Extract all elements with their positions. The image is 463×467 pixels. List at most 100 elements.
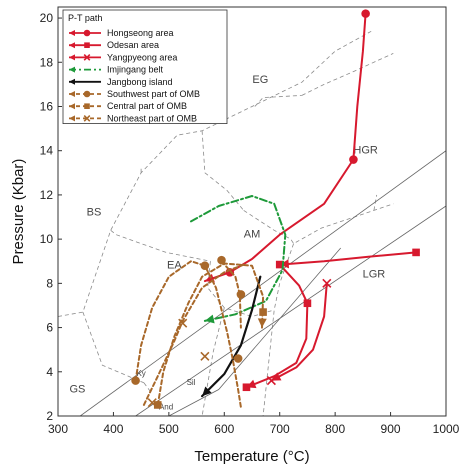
- y-axis-title: Pressure (Kbar): [10, 159, 27, 265]
- point-odesan-area-1-0: [412, 248, 420, 257]
- point-southwest-part-of-omb-6-1: [200, 261, 210, 270]
- y-tick-label-2: 2: [46, 409, 53, 423]
- legend-arrow-hongseong-area: [69, 30, 75, 36]
- y-tick-label-12: 12: [40, 188, 54, 202]
- facies-boundary-9: [201, 307, 225, 416]
- y-tick-label-6: 6: [46, 321, 53, 335]
- legend-marker-southwest-part-of-omb: [83, 90, 91, 98]
- series-line-central-part-of-omb-8: [156, 262, 265, 406]
- series-imjingang-belt-4: [190, 195, 287, 324]
- series-southwest-part-of-omb-6: [131, 260, 243, 409]
- facies-label-hgr: HGR: [353, 145, 378, 157]
- series-line-yangpyeong-area-3: [270, 282, 328, 382]
- reaction-line-0: [79, 150, 446, 416]
- legend-entry-jangbong-island: Jangbong island: [69, 77, 173, 87]
- point-southwest-part-of-omb-7-0: [217, 255, 226, 265]
- mineral-label-ky: Ky: [136, 369, 145, 378]
- facies-boundary-5: [143, 382, 153, 395]
- facies-boundary-4: [82, 311, 145, 384]
- legend-entry-southwest-part-of-omb: Southwest part of OMB: [69, 89, 200, 99]
- legend-arrow-southwest-part-of-omb: [69, 91, 75, 97]
- y-tick-label-8: 8: [46, 276, 53, 290]
- legend-label-central-part-of-omb: Central part of OMB: [107, 101, 187, 111]
- legend-label-southwest-part-of-omb: Southwest part of OMB: [107, 89, 200, 99]
- series-jangbong-island-5: [201, 275, 262, 398]
- y-tick-label-4: 4: [46, 365, 53, 379]
- series-line-imjingang-belt-4: [190, 195, 287, 322]
- legend-arrow-yangpyeong-area: [69, 54, 75, 61]
- legend-box: [62, 9, 228, 124]
- series-northeast-part-of-omb-9: [142, 262, 248, 408]
- x-tick-label-500: 500: [159, 422, 179, 436]
- x-tick-label-300: 300: [48, 422, 68, 436]
- y-tick-label-14: 14: [40, 144, 54, 158]
- legend-marker-central-part-of-omb: [84, 103, 90, 109]
- legend-label-northeast-part-of-omb: Northeast part of OMB: [107, 113, 197, 123]
- facies-boundary-12: [301, 53, 394, 96]
- point-hongseong-area-0-1: [349, 155, 358, 164]
- series-southwest-part-of-omb-7: [217, 255, 246, 329]
- series-line-northeast-part-of-omb-9: [142, 262, 248, 406]
- series-line-southwest-part-of-omb-7: [220, 260, 242, 329]
- y-tick-label-16: 16: [40, 99, 54, 113]
- facies-label-ea: EA: [167, 260, 182, 272]
- legend-marker-northeast-part-of-omb: [83, 115, 91, 122]
- point-southwest-part-of-omb-6-2: [233, 354, 243, 363]
- facies-boundary-7: [262, 243, 294, 416]
- legend-title: P-T path: [68, 13, 102, 23]
- legend-entry-yangpyeong-area: Yangpyeong area: [69, 52, 177, 62]
- axes-layer: 300 400 500 600 700 800 900 1000 2 4 6 8 10 12 14 16 18 2…: [40, 11, 460, 436]
- series-line-odesan-area-2: [245, 263, 309, 389]
- series-hongseong-area-0: [203, 9, 370, 283]
- point-northeast-part-of-omb-9-1: [178, 318, 188, 328]
- legend-marker-hongseong-area: [83, 29, 91, 37]
- reaction-line-1: [135, 205, 446, 416]
- series-yangpyeong-area-3: [266, 278, 332, 386]
- arrowhead-odesan-area-2: [246, 379, 257, 389]
- reaction-line-2: [168, 247, 342, 416]
- plot-frame: [57, 6, 447, 417]
- facies-boundary-0: [58, 30, 372, 317]
- point-northeast-part-of-omb-9-0: [147, 398, 157, 408]
- legend-entry-odesan-area: Odesan area: [69, 40, 159, 50]
- arrowhead-central-part-of-omb-8: [257, 318, 267, 328]
- facies-boundary-10: [373, 194, 378, 211]
- facies-label-eg: EG: [252, 74, 268, 86]
- arrowhead-yangpyeong-area-3: [271, 372, 282, 381]
- point-central-part-of-omb-8-1: [259, 308, 267, 316]
- x-tick-label-700: 700: [270, 422, 290, 436]
- facies-label-lgr: LGR: [363, 268, 386, 280]
- reaction-line-layer: [79, 150, 446, 416]
- legend: P-T path Hongseong area Odesan area Yangpye…: [62, 9, 228, 124]
- series-odesan-area-2: [242, 263, 312, 392]
- arrowhead-imjingang-belt-4: [204, 314, 215, 324]
- legend-label-odesan-area: Odesan area: [107, 40, 159, 50]
- legend-marker-odesan-area: [84, 42, 90, 48]
- point-southwest-part-of-omb-6-0: [131, 376, 140, 385]
- legend-arrow-central-part-of-omb: [69, 103, 75, 110]
- legend-entry-central-part-of-omb: Central part of OMB: [69, 101, 187, 111]
- arrowhead-odesan-area-1: [279, 259, 290, 269]
- x-tick-label-1000: 1000: [433, 422, 460, 436]
- facies-label-bs: BS: [87, 207, 102, 219]
- legend-label-hongseong-area: Hongseong area: [107, 28, 174, 38]
- legend-label-jangbong-island: Jangbong island: [107, 77, 173, 87]
- y-tick-label-18: 18: [40, 55, 54, 69]
- point-northeast-part-of-omb-9-2: [200, 351, 210, 361]
- legend-arrow-imjingang-belt: [69, 66, 75, 73]
- arrowhead-jangbong-island-5: [202, 386, 212, 397]
- legend-label-yangpyeong-area: Yangpyeong area: [107, 52, 177, 62]
- point-central-part-of-omb-8-0: [153, 401, 162, 409]
- mineral-label-and: And: [159, 402, 173, 411]
- facies-boundary-6: [243, 203, 394, 245]
- legend-arrow-jangbong-island: [69, 78, 75, 85]
- series-line-hongseong-area-0: [203, 12, 367, 283]
- legend-arrow-northeast-part-of-omb: [69, 115, 75, 122]
- point-yangpyeong-area-3-0: [322, 278, 332, 288]
- point-hongseong-area-0-0: [361, 9, 370, 18]
- series-line-jangbong-island-5: [201, 275, 262, 398]
- facies-label-gs: GS: [69, 383, 85, 395]
- legend-entry-imjingang-belt: Imjingang belt: [69, 65, 164, 75]
- legend-marker-yangpyeong-area: [83, 54, 91, 61]
